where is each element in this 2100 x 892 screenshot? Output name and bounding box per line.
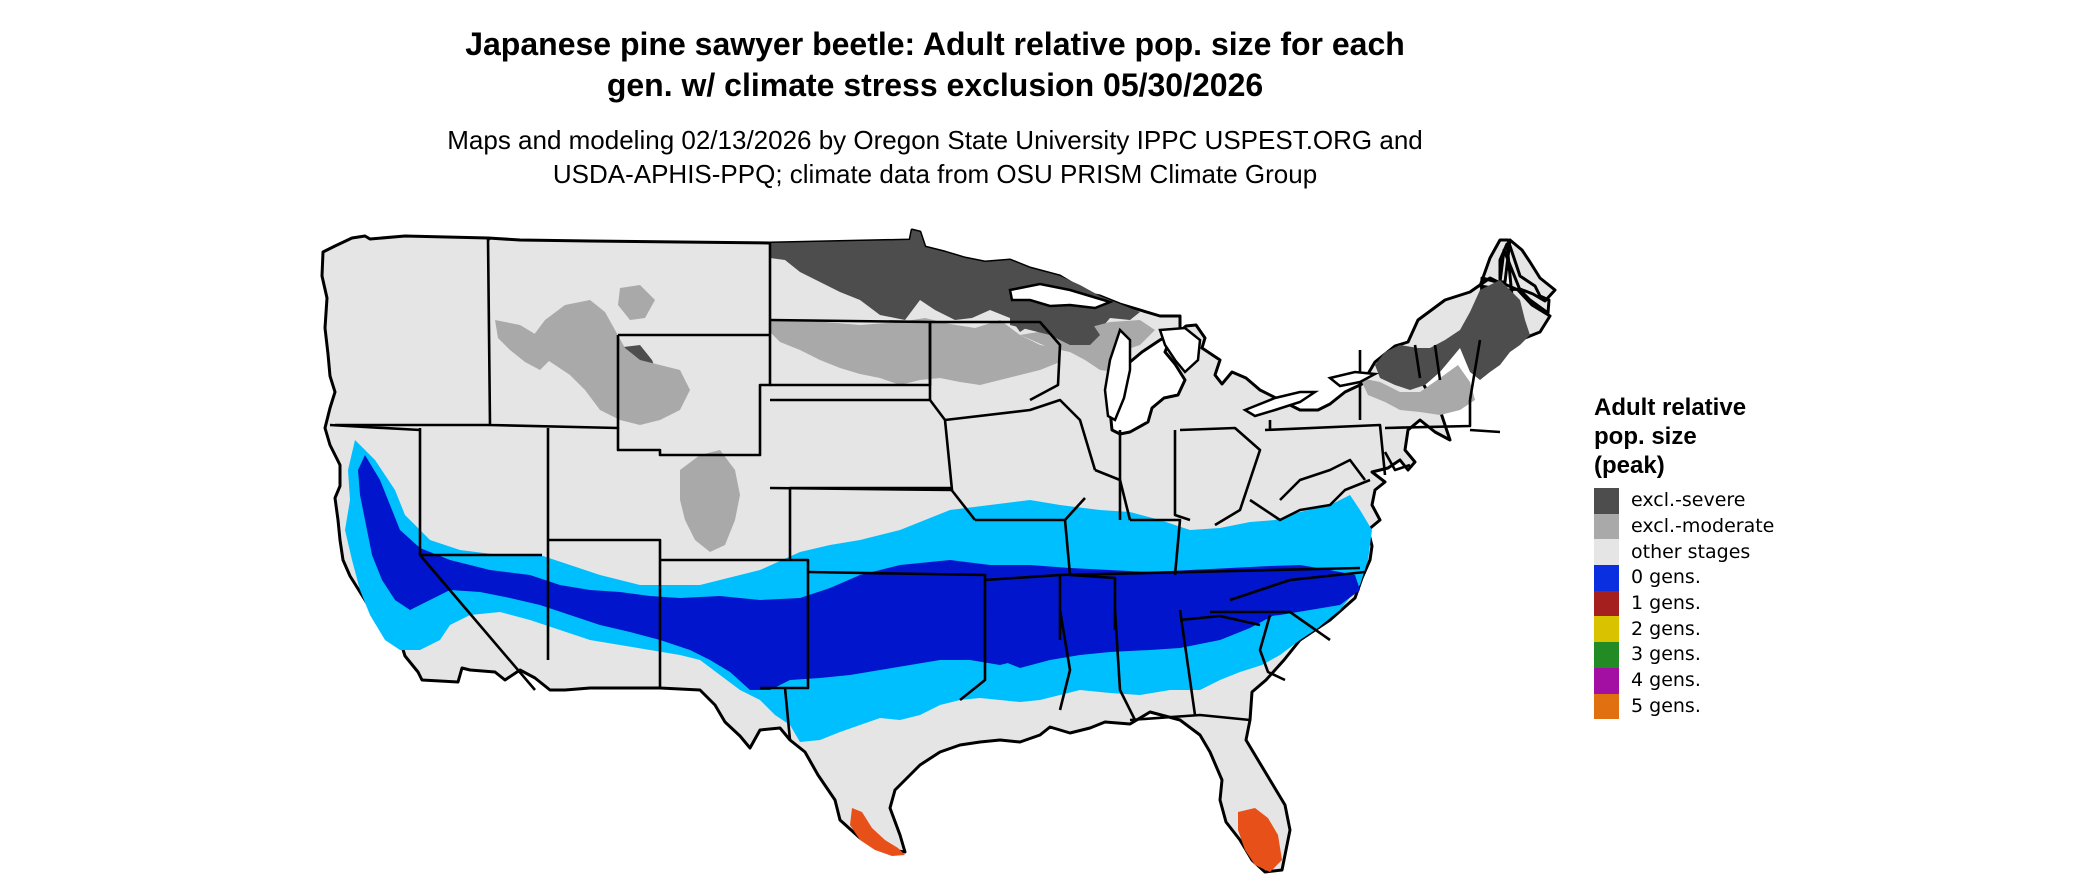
map-title-line-2: gen. w/ climate stress exclusion 05/30/2… xyxy=(606,67,1264,103)
region-excl-moderate-sd xyxy=(618,285,655,320)
legend-swatch xyxy=(1594,616,1619,643)
state-borders xyxy=(329,237,1501,741)
legend-swatch xyxy=(1594,488,1619,514)
region-gens-5-florida xyxy=(1238,808,1282,872)
legend-title-line-2: pop. size xyxy=(1594,423,1697,450)
legend-label: 0 gens. xyxy=(1631,566,1701,589)
legend-item: excl.-severe xyxy=(1594,488,1814,514)
legend-item: 5 gens. xyxy=(1594,693,1814,720)
legend-item: excl.-moderate xyxy=(1594,513,1814,540)
legend-label: other stages xyxy=(1631,540,1751,563)
lake-huron xyxy=(1158,326,1202,374)
region-gens-0-dark-southeast xyxy=(990,590,1280,668)
legend-label: 2 gens. xyxy=(1631,617,1701,640)
legend-label: excl.-moderate xyxy=(1631,515,1775,538)
legend-items: excl.-severe excl.-moderate other stages 0 … xyxy=(1594,488,1814,720)
region-gens-5-texas xyxy=(850,808,905,856)
lake-superior xyxy=(1008,282,1114,310)
legend-swatch xyxy=(1594,642,1619,668)
region-excl-severe-northeast xyxy=(1375,280,1530,390)
legend-item: 0 gens. xyxy=(1594,565,1814,591)
legend-swatch xyxy=(1594,667,1619,694)
map-title: Japanese pine sawyer beetle: Adult relat… xyxy=(0,24,1870,106)
map-subtitle: Maps and modeling 02/13/2026 by Oregon S… xyxy=(0,123,1870,191)
legend-label: 4 gens. xyxy=(1631,669,1701,692)
map-subtitle-line-1: Maps and modeling 02/13/2026 by Oregon S… xyxy=(447,125,1423,155)
lake-erie xyxy=(1242,390,1320,418)
region-excl-moderate-north xyxy=(770,318,1060,385)
map-legend: Adult relative pop. size (peak) excl.-se… xyxy=(1594,393,1814,720)
region-excl-moderate-colorado xyxy=(680,450,740,552)
legend-title: Adult relative pop. size (peak) xyxy=(1594,393,1814,480)
great-lakes xyxy=(1008,282,1380,422)
map-title-line-1: Japanese pine sawyer beetle: Adult relat… xyxy=(465,26,1405,62)
lake-ontario xyxy=(1327,370,1380,388)
legend-label: 3 gens. xyxy=(1631,643,1701,666)
legend-item: 4 gens. xyxy=(1594,667,1814,694)
region-excl-severe-wi xyxy=(1010,300,1100,345)
legend-swatch xyxy=(1594,565,1619,591)
legend-item: 2 gens. xyxy=(1594,616,1814,643)
legend-item: 3 gens. xyxy=(1594,642,1814,668)
legend-label: 1 gens. xyxy=(1631,592,1701,615)
legend-item: other stages xyxy=(1594,539,1814,566)
legend-title-line-1: Adult relative xyxy=(1594,394,1747,421)
lake-michigan xyxy=(1103,327,1132,422)
legend-item: 1 gens. xyxy=(1594,590,1814,617)
region-excl-moderate-rockies xyxy=(530,300,690,425)
legend-label: excl.-severe xyxy=(1631,489,1746,512)
map-subtitle-line-2: USDA-APHIS-PPQ; climate data from OSU PR… xyxy=(552,159,1318,189)
legend-title-line-3: (peak) xyxy=(1594,452,1665,479)
region-excl-moderate-northeast xyxy=(1360,365,1475,415)
legend-swatch xyxy=(1594,513,1619,540)
legend-label: 5 gens. xyxy=(1631,694,1701,717)
region-excl-moderate-montana-west xyxy=(495,320,550,370)
legend-swatch xyxy=(1594,590,1619,617)
legend-swatch xyxy=(1594,539,1619,566)
legend-swatch xyxy=(1594,693,1619,720)
